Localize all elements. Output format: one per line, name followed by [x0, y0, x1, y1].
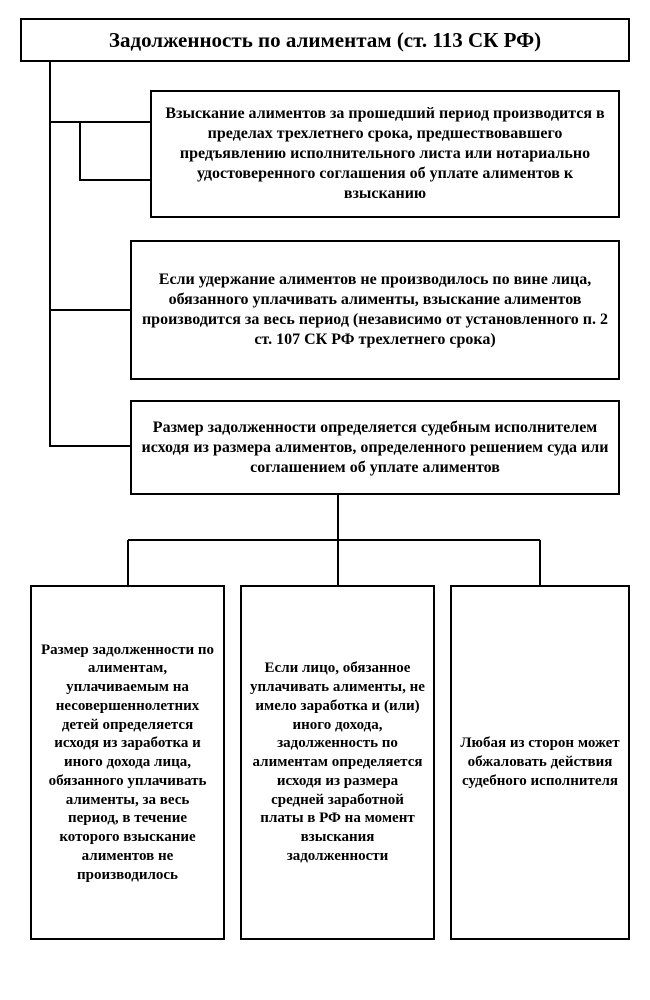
- title-node: Задолженность по алиментам (ст. 113 СК Р…: [20, 18, 630, 62]
- diagram-canvas: Задолженность по алиментам (ст. 113 СК Р…: [0, 0, 650, 1000]
- leaf-appeal: Любая из сторон может обжаловать действи…: [450, 585, 630, 940]
- node-collection-three-year: Взыскание алиментов за прошедший период …: [150, 90, 620, 218]
- node-collection-full-period: Если удержание алиментов не производилос…: [130, 240, 620, 380]
- leaf-no-income: Если лицо, обязанное уплачивать алименты…: [240, 585, 435, 940]
- leaf-minor-children: Размер задолженности по алиментам, уплач…: [30, 585, 225, 940]
- node-debt-size-determination: Размер задолженности определяется судебн…: [130, 400, 620, 495]
